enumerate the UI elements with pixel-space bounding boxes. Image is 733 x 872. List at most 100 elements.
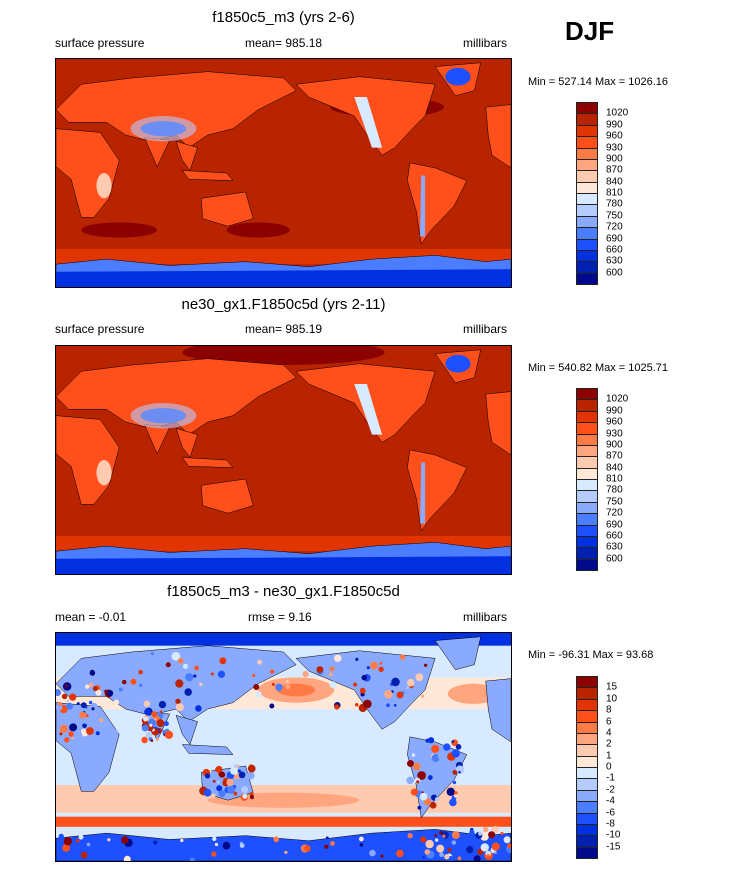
anomaly-speckle <box>436 844 445 853</box>
anomaly-speckle <box>219 657 227 665</box>
greenland-ice <box>445 67 471 86</box>
anomaly-speckle <box>144 708 152 716</box>
anomaly-speckle <box>454 794 458 798</box>
anomaly-speckle <box>210 793 216 799</box>
anomaly-speckle <box>153 840 158 845</box>
anomaly-speckle <box>255 691 262 698</box>
high-pressure-region <box>182 346 385 365</box>
anomaly-speckle <box>336 685 343 692</box>
land-seasia <box>176 141 197 170</box>
anomaly-speckle <box>359 687 366 694</box>
anomaly-speckle <box>273 836 279 842</box>
anomaly-speckle <box>411 753 416 757</box>
positive-anomaly <box>447 683 499 704</box>
african-highlands <box>96 460 112 486</box>
anomaly-speckle <box>65 684 69 688</box>
anomaly-speckle <box>407 833 413 839</box>
colorbar-label: 990 <box>606 119 623 131</box>
anomaly-speckle <box>219 676 228 685</box>
colorbar-label: 780 <box>606 198 623 210</box>
andes <box>420 462 426 524</box>
anomaly-speckle <box>285 684 291 690</box>
antarctic-plateau <box>56 556 511 574</box>
anomaly-speckle <box>58 701 63 706</box>
colorbar-label: 840 <box>606 176 623 188</box>
anomaly-speckle <box>63 837 73 846</box>
anomaly-speckle <box>302 671 309 678</box>
anomaly-speckle <box>379 662 383 665</box>
anomaly-speckle <box>235 791 241 797</box>
anomaly-speckle <box>216 780 220 784</box>
map-plot <box>55 632 512 862</box>
tibetan-plateau-margin <box>130 403 197 429</box>
anomaly-speckle <box>482 826 489 833</box>
anomaly-speckle <box>452 780 457 785</box>
colorbar-label: 690 <box>606 233 623 244</box>
anomaly-speckle <box>412 762 421 771</box>
anomaly-speckle <box>86 842 91 847</box>
anomaly-speckle <box>199 682 203 686</box>
anomaly-speckle <box>454 791 458 795</box>
anomaly-speckle <box>218 771 226 778</box>
anomaly-speckle <box>56 688 62 696</box>
anomaly-speckle <box>269 703 275 709</box>
panel-title: f1850c5_m3 - ne30_gx1.F1850c5d <box>167 583 400 600</box>
anomaly-speckle <box>382 704 386 708</box>
anomaly-speckle <box>247 764 256 773</box>
rmse-label: rmse = 9.16 <box>248 610 312 624</box>
anomaly-speckle <box>473 855 481 861</box>
land-weurope <box>486 392 511 455</box>
anomaly-speckle <box>162 729 167 734</box>
anomaly-speckle <box>85 684 90 689</box>
anomaly-speckle <box>446 787 455 797</box>
anomaly-speckle <box>121 836 129 844</box>
anomaly-speckle <box>420 836 427 843</box>
anomaly-speckle <box>80 851 88 859</box>
anomaly-speckle <box>491 826 500 834</box>
anomaly-speckle <box>451 749 460 758</box>
anomaly-speckle <box>239 843 245 848</box>
anomaly-speckle <box>194 665 199 671</box>
anomaly-speckle <box>66 699 70 703</box>
anomaly-speckle <box>150 652 154 656</box>
season-label: DJF <box>565 16 615 46</box>
anomaly-speckle <box>455 744 462 750</box>
anomaly-speckle <box>203 788 212 797</box>
anomaly-speckle <box>434 853 440 858</box>
anomaly-speckle <box>406 678 415 687</box>
anomaly-speckle <box>187 845 194 852</box>
anomaly-speckle <box>99 717 104 723</box>
anomaly-speckle <box>249 795 255 800</box>
anomaly-speckle <box>214 768 219 772</box>
anomaly-speckle <box>328 672 333 677</box>
anomaly-speckle <box>253 684 260 690</box>
colorbar-label: 10 <box>606 693 618 705</box>
anomaly-speckle <box>118 687 123 692</box>
colorbar-label: 720 <box>606 221 623 233</box>
land-indonesia <box>182 744 233 754</box>
colorbar-label: 840 <box>606 462 623 474</box>
anomaly-speckle <box>396 849 404 858</box>
anomaly-speckle <box>423 663 428 667</box>
anomaly-speckle <box>391 677 400 687</box>
anomaly-speckle <box>86 727 94 735</box>
variable-label: surface pressure <box>55 36 145 50</box>
anomaly-speckle <box>423 752 427 756</box>
land-australia <box>201 479 253 513</box>
anomaly-speckle <box>478 831 483 836</box>
panel-title: f1850c5_m3 (yrs 2-6) <box>212 9 355 26</box>
anomaly-speckle <box>175 698 181 704</box>
colorbar-label: 630 <box>606 255 623 267</box>
anomaly-speckle <box>75 839 80 843</box>
anomaly-speckle <box>233 791 238 796</box>
map-plot <box>55 345 512 575</box>
anomaly-speckle <box>500 831 504 836</box>
anomaly-speckle <box>184 688 192 696</box>
anomaly-speckle <box>334 654 342 662</box>
anomaly-speckle <box>204 773 211 779</box>
anomaly-speckle <box>222 841 231 850</box>
colorbar-label: 900 <box>606 153 623 165</box>
anomaly-speckle <box>419 792 428 801</box>
anomaly-speckle <box>451 740 455 743</box>
anomaly-speckle <box>325 836 329 840</box>
